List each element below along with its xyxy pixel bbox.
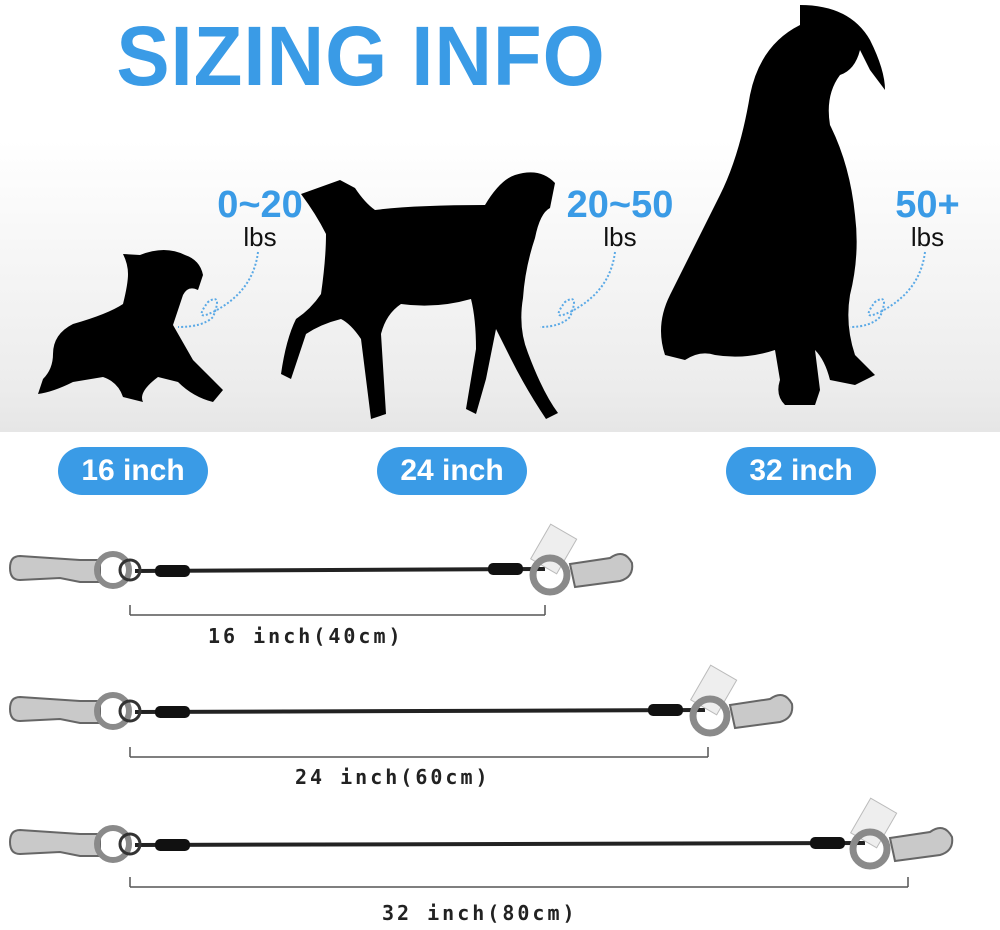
measure-line <box>129 747 709 758</box>
leash-16 <box>10 524 632 616</box>
dotted-leash-icon <box>177 251 259 328</box>
page-title: SIZING INFO <box>116 9 606 103</box>
dotted-leash-icon <box>849 251 926 328</box>
dotted-leash-icon <box>539 251 616 328</box>
weight-label-medium: 20~50 lbs <box>566 184 674 252</box>
length-label-32: 32 inch(80cm) <box>382 901 578 925</box>
measure-line <box>129 605 546 616</box>
medium-dog-icon <box>281 172 558 419</box>
size-badge-24: 24 inch <box>377 447 527 495</box>
leash-illustrations <box>0 500 1000 888</box>
weight-label-large: 50+ lbs <box>895 184 960 252</box>
large-dog-icon <box>661 5 885 405</box>
leash-32 <box>10 798 952 888</box>
size-badge-16: 16 inch <box>58 447 208 495</box>
size-badge-32: 32 inch <box>726 447 876 495</box>
length-label-24: 24 inch(60cm) <box>295 765 491 789</box>
leash-24 <box>10 665 792 758</box>
small-dog-icon <box>38 250 223 402</box>
weight-label-small: 0~20 lbs <box>217 184 303 252</box>
dog-silhouettes <box>38 5 926 419</box>
measure-line <box>129 877 909 888</box>
length-label-16: 16 inch(40cm) <box>208 624 404 648</box>
